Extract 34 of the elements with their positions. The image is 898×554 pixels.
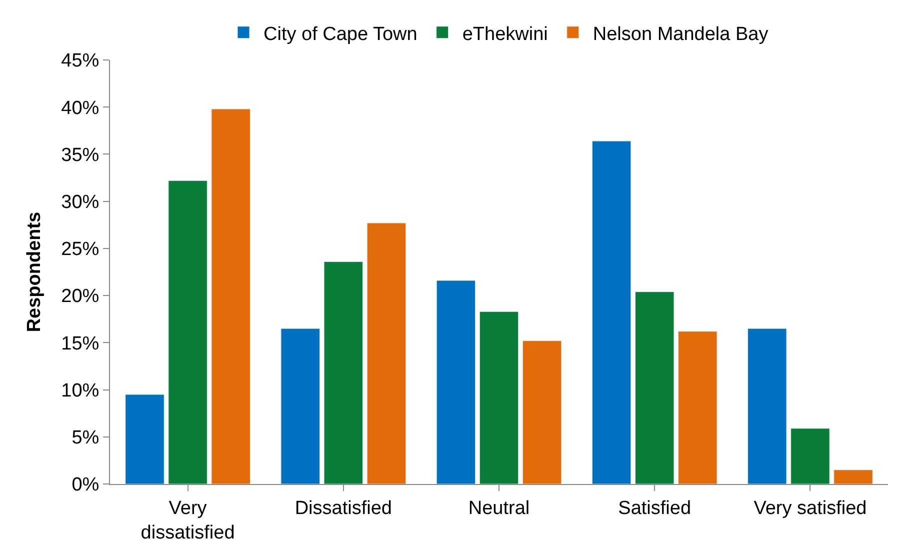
x-tick-label: Very dissatisfied xyxy=(140,498,235,544)
y-tick-label: 35% xyxy=(61,144,100,166)
bar xyxy=(592,140,632,484)
bar xyxy=(678,331,718,484)
legend-label: eThekwini xyxy=(462,24,548,45)
x-tick-label: Dissatisfied xyxy=(294,498,392,519)
y-tick-label: 15% xyxy=(61,333,100,354)
y-tick-label: 0% xyxy=(72,474,100,496)
bar xyxy=(522,340,562,484)
bar xyxy=(436,280,476,484)
bar xyxy=(125,394,164,484)
y-tick-label: 20% xyxy=(61,286,100,308)
bar xyxy=(280,328,320,484)
bar xyxy=(479,311,519,484)
y-tick-label: 45% xyxy=(61,50,100,72)
bar xyxy=(790,428,830,484)
y-tick-label: 10% xyxy=(61,380,100,402)
y-tick-label: 30% xyxy=(61,192,100,213)
bar xyxy=(211,108,250,484)
bar xyxy=(634,292,674,484)
y-tick-label: 40% xyxy=(61,98,100,119)
x-tick-label: Very satisfied xyxy=(754,498,867,519)
x-tick-label: Satisfied xyxy=(618,498,692,519)
bar xyxy=(366,222,406,484)
legend-label: Nelson Mandela Bay xyxy=(592,24,769,45)
x-tick-label: Neutral xyxy=(468,498,530,519)
bar xyxy=(834,470,873,484)
legend-label: City of Cape Town xyxy=(264,24,418,45)
bar xyxy=(748,328,787,484)
bar xyxy=(168,180,208,484)
y-tick-label: 5% xyxy=(72,428,100,449)
y-axis-title: Respondents xyxy=(24,212,46,332)
bar xyxy=(324,261,364,484)
y-tick-label: 25% xyxy=(61,239,100,260)
